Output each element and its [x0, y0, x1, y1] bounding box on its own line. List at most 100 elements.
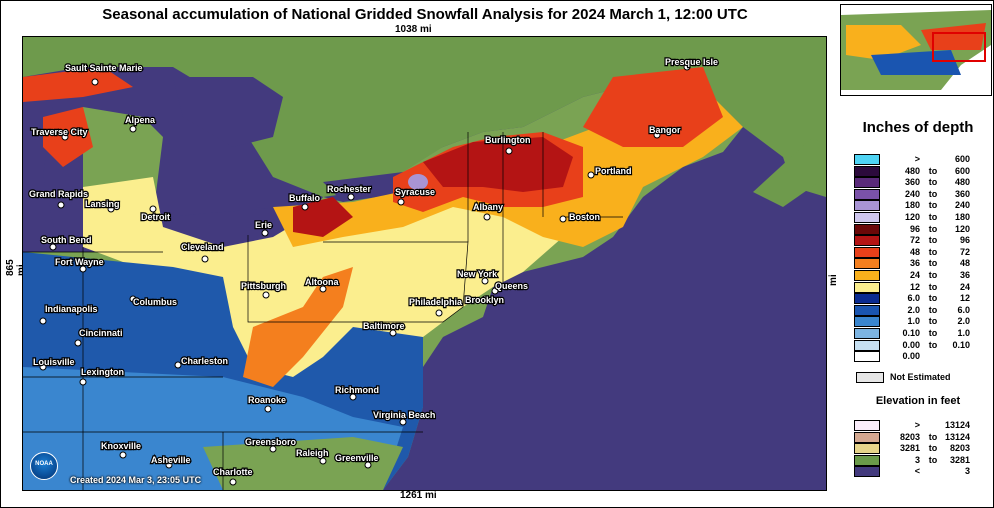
overview-inset-map[interactable]	[840, 4, 992, 96]
legend-swatch	[854, 316, 880, 328]
city-dot	[683, 63, 691, 71]
city-label: Lansing	[85, 199, 120, 209]
elevation-legend-upper: 13124	[944, 420, 970, 430]
city-dot	[349, 393, 357, 401]
legend-title: Inches of depth	[862, 119, 974, 136]
legend-swatch	[854, 165, 880, 177]
inset-snow-west	[846, 25, 921, 60]
not-estimated-label: Not Estimated	[890, 372, 951, 382]
legend-to: to	[928, 316, 938, 327]
legend-lower: 240	[904, 188, 920, 199]
city-label: Presque Isle	[665, 57, 718, 67]
snowfall-map[interactable]: Sault Sainte Marie Alpena Traverse City …	[22, 36, 827, 491]
legend-upper: 240	[954, 200, 970, 211]
city-dot	[107, 205, 115, 213]
elevation-legend-title: Elevation in feet	[875, 395, 961, 407]
city-dot	[57, 201, 65, 209]
city-dot	[79, 265, 87, 273]
legend-swatch	[854, 211, 880, 223]
legend-lower: 72	[909, 235, 920, 246]
elevation-legend-upper: 13124	[944, 431, 970, 442]
city-dot	[129, 125, 137, 133]
inset-canvas	[841, 5, 991, 95]
legend-to: to	[928, 188, 938, 199]
legend-upper: 180	[954, 211, 970, 222]
snow-band-tug-hill	[408, 174, 428, 190]
legend-to: to	[928, 293, 938, 304]
elevation-legend-to: to	[928, 431, 938, 442]
legend-lower: 120	[904, 211, 920, 222]
city-dot	[319, 457, 327, 465]
noaa-logo: NOAA	[30, 452, 58, 480]
city-dot	[435, 309, 443, 317]
city-dot	[653, 131, 661, 139]
city-dot	[587, 171, 595, 179]
legend-to: to	[928, 177, 938, 188]
city-dot	[491, 287, 499, 295]
city-label: Cleveland	[181, 242, 224, 252]
map-title: Seasonal accumulation of National Gridde…	[102, 6, 748, 23]
legend-lower: 36	[909, 258, 920, 269]
city-label: Indianapolis	[45, 304, 98, 314]
city-label: Greensboro	[245, 437, 297, 447]
no-snow-area	[203, 437, 403, 490]
legend-lower: 48	[909, 246, 920, 257]
legend-lower: 2.0	[907, 304, 920, 315]
legend-to: to	[928, 211, 938, 222]
city-label: Knoxville	[101, 441, 141, 451]
legend-to: to	[928, 200, 938, 211]
snow-band-maine	[583, 67, 723, 147]
legend-swatch	[854, 339, 880, 351]
elevation-legend-lower: 3	[914, 454, 920, 465]
elevation-legend-lower: 3281	[899, 443, 920, 454]
legend-swatch	[854, 327, 880, 339]
legend-to: to	[928, 246, 938, 257]
city-label: Philadelphia	[409, 297, 463, 307]
city-dot	[119, 451, 127, 459]
inset-view-box	[932, 32, 986, 62]
city-dot	[39, 317, 47, 325]
legend-to: to	[928, 281, 938, 292]
city-dot	[481, 295, 489, 303]
legend-upper: 2.0	[957, 316, 970, 327]
distance-bottom: 1261 mi	[400, 490, 437, 501]
city-dot	[399, 418, 407, 426]
city-label: Roanoke	[248, 395, 286, 405]
city-label: Grand Rapids	[29, 189, 88, 199]
legend-to: to	[928, 269, 938, 280]
legend-lower: 6.0	[907, 293, 920, 304]
city-label: Burlington	[485, 135, 531, 145]
legend-swatch	[854, 281, 880, 293]
elevation-legend-to: to	[928, 454, 938, 465]
legend-upper: 24	[959, 281, 970, 292]
legend-swatch	[854, 246, 880, 258]
city-label: Altoona	[305, 277, 339, 287]
city-label: Charleston	[181, 356, 228, 366]
city-label: Richmond	[335, 385, 379, 395]
city-dot	[201, 255, 209, 263]
city-label: Greenville	[335, 453, 379, 463]
legend-upper: 12	[959, 293, 970, 304]
not-estimated-legend: Not Estimated	[856, 372, 951, 384]
elevation-legend-upper: 3	[964, 466, 970, 477]
legend-swatch	[854, 154, 880, 165]
elevation-legend-lower: <	[914, 466, 920, 477]
city-label: Erie	[255, 220, 272, 230]
noaa-logo-text: NOAA	[35, 461, 53, 467]
city-label: Charlotte	[213, 467, 253, 477]
city-dot	[74, 339, 82, 347]
snow-band-upper-michigan	[23, 67, 133, 102]
city-dot	[389, 329, 397, 337]
legend-upper: 72	[959, 246, 970, 257]
legend-to: to	[928, 235, 938, 246]
city-label: Boston	[569, 212, 600, 222]
city-label: Traverse City	[31, 127, 88, 137]
city-label: Brooklyn	[465, 295, 504, 305]
city-dot	[364, 461, 372, 469]
city-markers: Sault Sainte Marie Alpena Traverse City …	[28, 56, 719, 486]
legend-swatch	[854, 177, 880, 189]
legend-lower: 0.10	[902, 327, 920, 338]
map-canvas: Sault Sainte Marie Alpena Traverse City …	[23, 37, 826, 490]
city-label: Buffalo	[289, 193, 320, 203]
city-label: Cincinnati	[79, 328, 123, 338]
